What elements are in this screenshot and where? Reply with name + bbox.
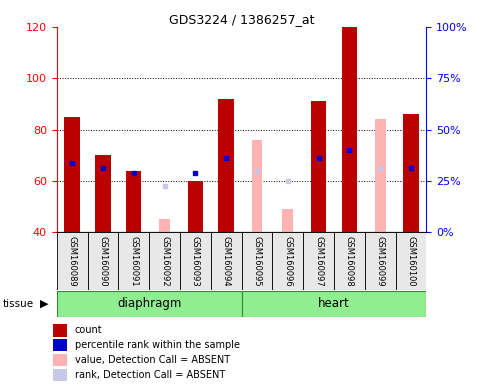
- Text: GSM160098: GSM160098: [345, 236, 354, 286]
- Text: ▶: ▶: [40, 299, 49, 309]
- Bar: [53, 369, 68, 381]
- Bar: [118, 232, 149, 290]
- Bar: [126, 170, 141, 232]
- Bar: [57, 232, 88, 290]
- Bar: [311, 101, 326, 232]
- Text: tissue: tissue: [2, 299, 34, 309]
- Bar: [395, 232, 426, 290]
- Text: GSM160099: GSM160099: [376, 236, 385, 286]
- Text: percentile rank within the sample: percentile rank within the sample: [75, 340, 240, 350]
- Bar: [218, 99, 234, 232]
- Bar: [334, 232, 365, 290]
- Bar: [65, 117, 80, 232]
- Bar: [303, 232, 334, 290]
- Title: GDS3224 / 1386257_at: GDS3224 / 1386257_at: [169, 13, 315, 26]
- Bar: [188, 181, 203, 232]
- Text: GSM160094: GSM160094: [222, 236, 231, 286]
- Text: diaphragm: diaphragm: [117, 297, 181, 310]
- Bar: [342, 27, 357, 232]
- Text: GSM160092: GSM160092: [160, 236, 169, 286]
- Bar: [53, 339, 68, 351]
- Text: GSM160095: GSM160095: [252, 236, 261, 286]
- Bar: [95, 155, 110, 232]
- Text: count: count: [75, 326, 103, 336]
- Bar: [251, 140, 262, 232]
- Bar: [242, 232, 272, 290]
- Text: rank, Detection Call = ABSENT: rank, Detection Call = ABSENT: [75, 370, 225, 380]
- Text: GSM160091: GSM160091: [129, 236, 138, 286]
- Text: GSM160097: GSM160097: [314, 236, 323, 286]
- Bar: [149, 232, 180, 290]
- Bar: [53, 354, 68, 366]
- Bar: [53, 324, 68, 337]
- Bar: [211, 232, 242, 290]
- Bar: [242, 291, 426, 317]
- Bar: [365, 232, 395, 290]
- Bar: [88, 232, 118, 290]
- Bar: [403, 114, 419, 232]
- Bar: [375, 119, 386, 232]
- Text: GSM160096: GSM160096: [283, 236, 292, 286]
- Text: GSM160093: GSM160093: [191, 236, 200, 286]
- Text: GSM160089: GSM160089: [68, 236, 76, 286]
- Text: value, Detection Call = ABSENT: value, Detection Call = ABSENT: [75, 355, 230, 365]
- Text: GSM160090: GSM160090: [99, 236, 107, 286]
- Text: GSM160100: GSM160100: [407, 236, 416, 286]
- Bar: [282, 209, 293, 232]
- Bar: [180, 232, 211, 290]
- Bar: [159, 220, 170, 232]
- Bar: [57, 291, 242, 317]
- Text: heart: heart: [318, 297, 350, 310]
- Bar: [272, 232, 303, 290]
